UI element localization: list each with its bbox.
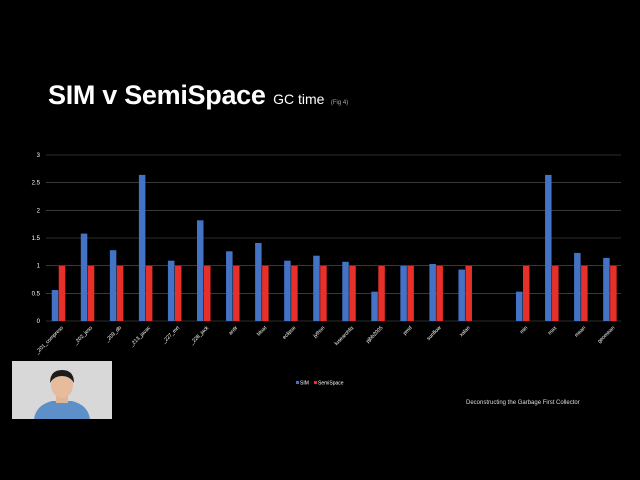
x-tick-label: eclipse [282, 325, 298, 341]
figure-reference: (Fig 4) [330, 100, 349, 106]
y-tick-label: 1 [37, 264, 41, 270]
bar-semispace [552, 265, 559, 321]
x-tick-label: xalan [459, 325, 472, 338]
bar-semispace [378, 265, 385, 321]
bar-sim [80, 233, 88, 321]
bar-semispace [465, 265, 472, 321]
legend-semispace-swatch [314, 381, 317, 384]
x-tick-label: _202_jess [72, 325, 94, 347]
x-tick-label: mean [574, 325, 587, 338]
x-tick-label: _228_jack [188, 325, 210, 347]
x-tick-label: _213_javac [128, 325, 152, 349]
bar-semispace [233, 265, 240, 321]
bar-sim [51, 290, 59, 321]
bar-semispace [349, 265, 356, 321]
x-tick-label: min [519, 325, 529, 335]
y-tick-label: 3 [37, 153, 41, 159]
legend: SIM SemiSpace [296, 381, 344, 387]
y-tick-label: 0.5 [32, 291, 41, 297]
x-tick-label: lusearchfix [334, 325, 356, 347]
bar-sim [516, 291, 523, 321]
presenter-video [12, 361, 112, 419]
bar-semispace [610, 265, 617, 321]
bar-semispace [523, 265, 530, 321]
grid-layer [46, 154, 621, 322]
legend-sim-label: SIM [300, 381, 309, 387]
footer-text: Deconstructing the Garbage First Collect… [466, 400, 580, 406]
bar-semispace [262, 265, 269, 321]
bar-sim [458, 269, 465, 321]
bar-semispace [407, 265, 414, 321]
bar-semispace [87, 265, 95, 321]
bars-layer [51, 174, 617, 321]
bar-sim [313, 255, 320, 321]
legend-semispace-label: SemiSpace [318, 381, 344, 387]
y-tick-label: 2.5 [32, 181, 41, 187]
title-subtitle: GC time [273, 91, 325, 107]
bar-sim [226, 251, 233, 321]
bar-sim [138, 174, 146, 321]
bar-semispace [204, 265, 211, 321]
x-tick-label: _209_db [104, 325, 123, 344]
bar-semispace [320, 265, 327, 321]
bar-sim [255, 242, 262, 321]
bar-sim [545, 174, 552, 321]
y-tick-label: 2 [37, 208, 41, 214]
bar-sim [167, 260, 175, 321]
bar-semispace [291, 265, 298, 321]
slide-title: SIM v SemiSpace GC time (Fig 4) [48, 80, 348, 111]
bar-sim [342, 261, 349, 321]
bar-sim [371, 291, 378, 321]
bar-sim [197, 220, 204, 321]
title-main: SIM v SemiSpace [48, 80, 266, 110]
x-tick-label: max [547, 325, 558, 336]
bar-sim [603, 257, 610, 321]
bar-sim [400, 265, 407, 321]
bar-semispace [581, 265, 588, 321]
x-tick-label: bloat [256, 325, 269, 338]
bar-sim [429, 264, 436, 321]
legend-sim-swatch [296, 381, 299, 384]
bar-sim [284, 260, 291, 321]
bar-semispace [174, 265, 182, 321]
bar-semispace [145, 265, 153, 321]
bar-sim [109, 250, 117, 321]
x-tick-label: antlr [228, 325, 240, 337]
bar-semispace [436, 265, 443, 321]
x-tick-label: _201_compress [34, 325, 65, 356]
x-tick-label: pjbb2005 [365, 325, 384, 344]
y-tick-label: 0 [37, 319, 41, 325]
labels-layer: 0 0.5 1 1.5 2 2.5 3 _201_compress _202_jess _209_… [32, 153, 617, 356]
x-tick-label: jython [312, 325, 327, 340]
bar-semispace [116, 265, 124, 321]
y-tick-label: 1.5 [32, 236, 41, 242]
x-tick-label: geomean [597, 325, 617, 345]
x-tick-label: sunflow [426, 325, 443, 342]
x-tick-label: _227_mrt [161, 325, 182, 346]
x-tick-label: pmd [402, 325, 413, 336]
bar-semispace [58, 265, 66, 321]
presenter-image [12, 361, 112, 419]
bar-sim [574, 252, 581, 321]
